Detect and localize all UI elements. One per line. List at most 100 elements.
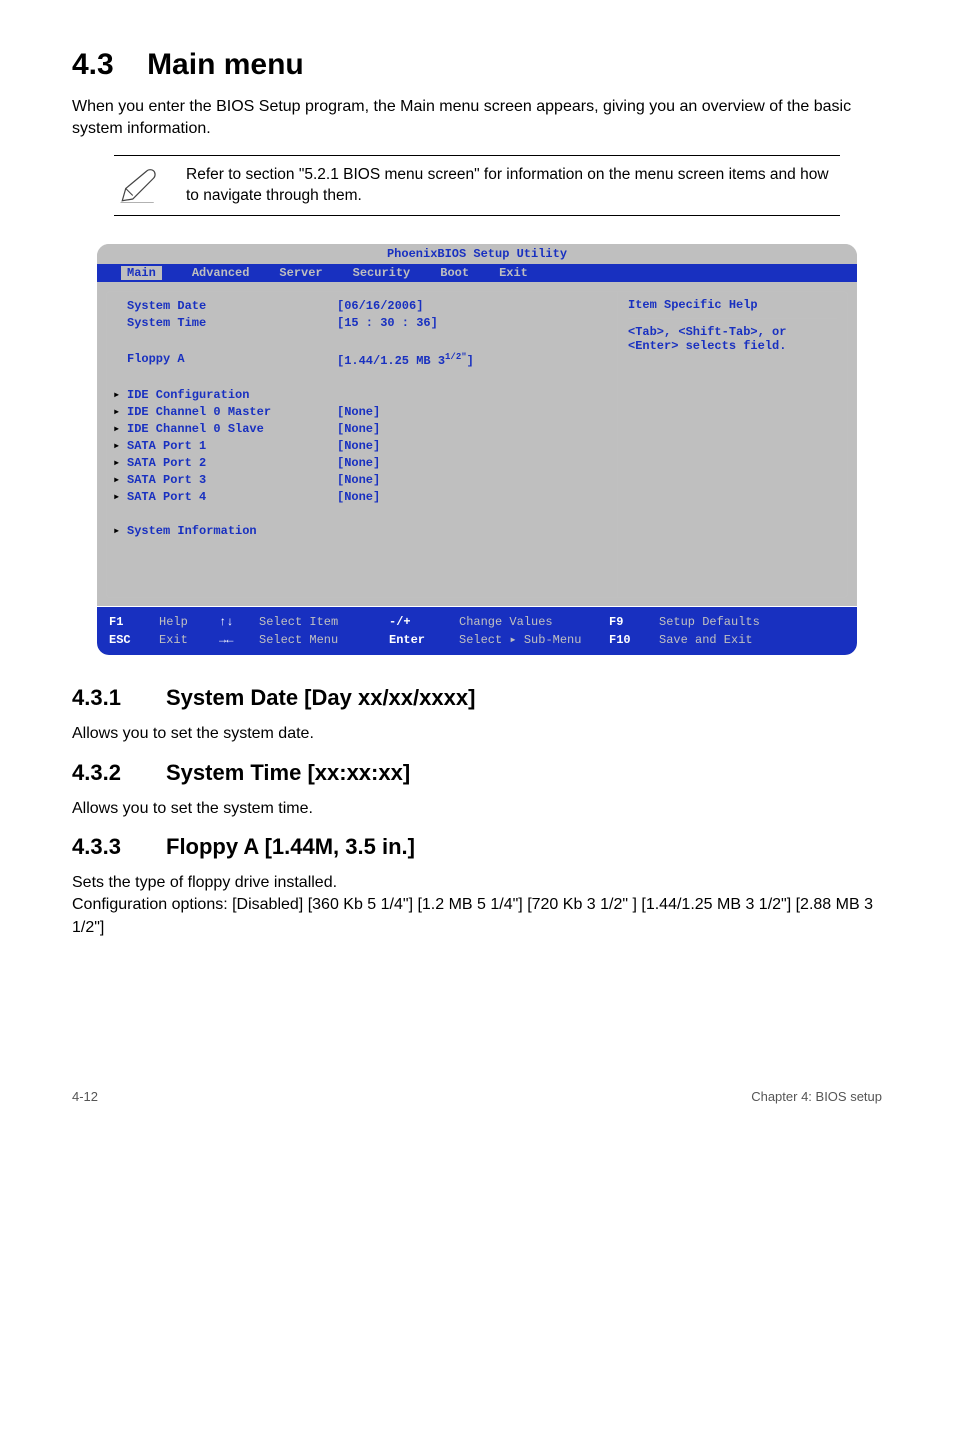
setting-label: System Information	[127, 523, 337, 540]
setting-value: [None]	[337, 421, 617, 438]
note-text: Refer to section "5.2.1 BIOS menu screen…	[186, 164, 840, 207]
submenu-arrow-icon: ▸	[107, 489, 127, 506]
submenu-arrow-icon: ▸	[107, 387, 127, 404]
menu-tab-security[interactable]: Security	[353, 266, 411, 280]
intro-paragraph: When you enter the BIOS Setup program, t…	[72, 96, 882, 141]
setting-label: SATA Port 4	[127, 489, 337, 506]
setting-label: SATA Port 2	[127, 455, 337, 472]
fkey-esc: ESC	[109, 631, 159, 649]
bios-menu-bar: Main Advanced Server Security Boot Exit	[97, 264, 857, 282]
setting-value: [15 : 30 : 36]	[337, 315, 617, 332]
bios-row	[107, 557, 617, 574]
fkey-save-exit: Save and Exit	[659, 631, 753, 649]
bios-row[interactable]: ▸IDE Channel 0 Slave[None]	[107, 421, 617, 438]
help-title: Item Specific Help	[628, 298, 837, 312]
subsection-title: System Time [xx:xx:xx]	[166, 760, 410, 785]
bios-row	[107, 506, 617, 523]
bios-help-panel: Item Specific Help <Tab>, <Shift-Tab>, o…	[618, 291, 848, 598]
page-footer: 4-12 Chapter 4: BIOS setup	[72, 1089, 882, 1104]
fkey-select-menu: Select Menu	[259, 631, 389, 649]
menu-tab-advanced[interactable]: Advanced	[192, 266, 250, 280]
bios-screen: PhoenixBIOS Setup Utility Main Advanced Se…	[97, 244, 857, 655]
setting-label: SATA Port 1	[127, 438, 337, 455]
bios-row[interactable]: ▸SATA Port 3[None]	[107, 472, 617, 489]
fkey-setup-defaults: Setup Defaults	[659, 613, 760, 631]
setting-label: System Date	[127, 298, 337, 315]
subsection-title: Floppy A [1.44M, 3.5 in.]	[166, 834, 415, 859]
submenu-arrow-icon: ▸	[107, 421, 127, 438]
setting-label: SATA Port 3	[127, 472, 337, 489]
fkey-plusminus: -/+	[389, 613, 459, 631]
setting-value: [1.44/1.25 MB 31/2"]	[337, 349, 617, 370]
fkey-leftright-icon: →←	[219, 631, 259, 649]
fkey-f10: F10	[609, 631, 659, 649]
subsection-number: 4.3.3	[72, 834, 166, 860]
menu-tab-boot[interactable]: Boot	[440, 266, 469, 280]
pencil-note-icon	[114, 164, 162, 206]
setting-label: System Time	[127, 315, 337, 332]
submenu-arrow-icon: ▸	[107, 404, 127, 421]
setting-value: [None]	[337, 472, 617, 489]
menu-tab-exit[interactable]: Exit	[499, 266, 528, 280]
fkey-help: Help	[159, 613, 219, 631]
bios-row	[107, 540, 617, 557]
bios-body: System Date[06/16/2006]System Time[15 : …	[97, 282, 857, 606]
submenu-arrow-icon: ▸	[107, 438, 127, 455]
subsection-number: 4.3.2	[72, 760, 166, 786]
menu-tab-main[interactable]: Main	[121, 266, 162, 280]
setting-label: IDE Channel 0 Slave	[127, 421, 337, 438]
bios-row[interactable]: ▸IDE Configuration	[107, 387, 617, 404]
menu-tab-server[interactable]: Server	[279, 266, 322, 280]
page-heading: 4.3 Main menu	[72, 48, 882, 82]
setting-value: [None]	[337, 489, 617, 506]
bios-utility-title: PhoenixBIOS Setup Utility	[97, 244, 857, 264]
help-text: <Tab>, <Shift-Tab>, or <Enter> selects f…	[628, 325, 837, 353]
setting-value: [None]	[337, 438, 617, 455]
setting-label: IDE Channel 0 Master	[127, 404, 337, 421]
heading-title: Main menu	[147, 48, 304, 81]
bios-row	[107, 574, 617, 591]
subsection-title: System Date [Day xx/xx/xxxx]	[166, 685, 475, 710]
setting-value: [None]	[337, 455, 617, 472]
chapter-label: Chapter 4: BIOS setup	[751, 1089, 882, 1104]
setting-value: [None]	[337, 404, 617, 421]
bios-row	[107, 332, 617, 349]
fkey-updown-icon: ↑↓	[219, 613, 259, 631]
bios-row[interactable]: ▸SATA Port 4[None]	[107, 489, 617, 506]
subsection-text: Sets the type of floppy drive installed.…	[72, 872, 882, 939]
bios-settings-panel: System Date[06/16/2006]System Time[15 : …	[106, 291, 618, 598]
fkey-change-values: Change Values	[459, 613, 609, 631]
bios-row[interactable]: ▸System Information	[107, 523, 617, 540]
bios-row[interactable]: ▸SATA Port 2[None]	[107, 455, 617, 472]
submenu-arrow-icon: ▸	[107, 472, 127, 489]
fkey-submenu: Select ▸ Sub-Menu	[459, 631, 609, 649]
submenu-arrow-icon: ▸	[107, 523, 127, 540]
bios-row[interactable]: System Time[15 : 30 : 36]	[107, 315, 617, 332]
fkey-select-item: Select Item	[259, 613, 389, 631]
bios-row	[107, 370, 617, 387]
subsection-number: 4.3.1	[72, 685, 166, 711]
subsection-heading: 4.3.3Floppy A [1.44M, 3.5 in.]	[72, 834, 882, 860]
help-divider	[628, 318, 837, 319]
setting-label: IDE Configuration	[127, 387, 337, 404]
fkey-enter: Enter	[389, 631, 459, 649]
subsection-text: Allows you to set the system time.	[72, 798, 882, 820]
page-number: 4-12	[72, 1089, 98, 1104]
setting-value: [06/16/2006]	[337, 298, 617, 315]
fkey-exit: Exit	[159, 631, 219, 649]
subsection-heading: 4.3.1System Date [Day xx/xx/xxxx]	[72, 685, 882, 711]
bios-footer-keys: F1 Help ↑↓ Select Item -/+ Change Values…	[97, 606, 857, 655]
subsection-heading: 4.3.2System Time [xx:xx:xx]	[72, 760, 882, 786]
submenu-arrow-icon: ▸	[107, 455, 127, 472]
fkey-f1: F1	[109, 613, 159, 631]
note-block: Refer to section "5.2.1 BIOS menu screen…	[114, 155, 840, 216]
subsections: 4.3.1System Date [Day xx/xx/xxxx] Allows …	[72, 685, 882, 939]
bios-row[interactable]: ▸SATA Port 1[None]	[107, 438, 617, 455]
bios-row[interactable]: Floppy A[1.44/1.25 MB 31/2"]	[107, 349, 617, 370]
bios-row[interactable]: ▸IDE Channel 0 Master[None]	[107, 404, 617, 421]
setting-label: Floppy A	[127, 351, 337, 368]
subsection-text: Allows you to set the system date.	[72, 723, 882, 745]
fkey-f9: F9	[609, 613, 659, 631]
bios-row[interactable]: System Date[06/16/2006]	[107, 298, 617, 315]
heading-number: 4.3	[72, 48, 114, 81]
